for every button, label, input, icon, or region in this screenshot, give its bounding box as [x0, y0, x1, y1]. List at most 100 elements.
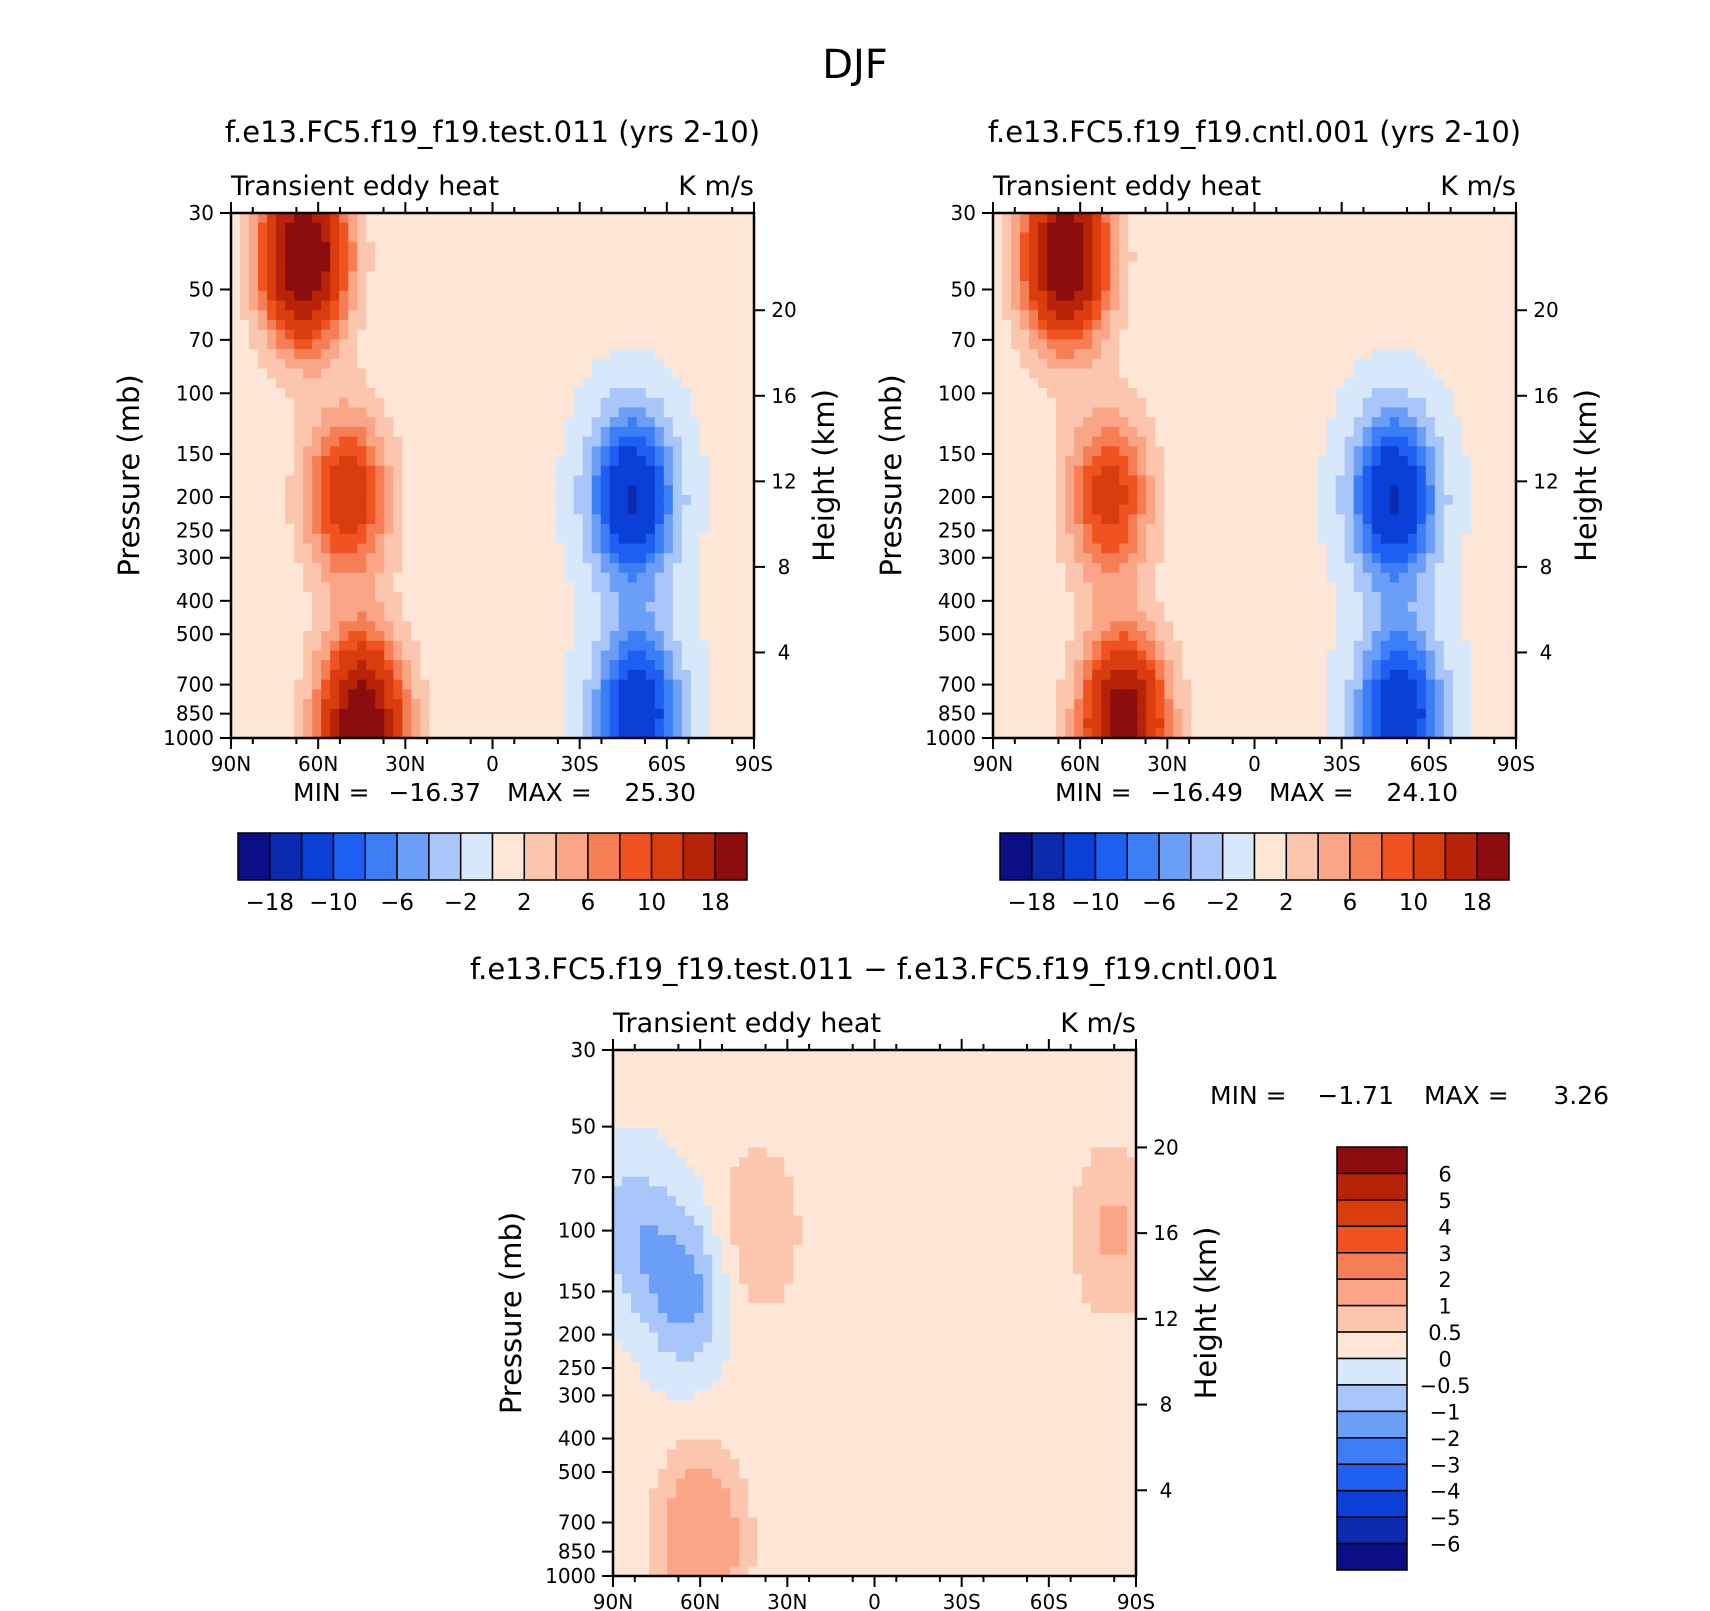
field-cell — [1101, 358, 1111, 370]
field-cell — [1227, 417, 1238, 428]
field-cell — [339, 592, 349, 603]
field-cell — [699, 553, 710, 564]
field-cell — [645, 533, 656, 545]
field-cell — [1407, 358, 1418, 370]
field-cell — [285, 601, 295, 613]
field-cell — [339, 290, 349, 302]
field-cell — [555, 475, 566, 486]
field-cell — [1218, 436, 1229, 447]
field-cell — [1164, 485, 1174, 496]
field-cell — [267, 621, 277, 632]
field-cell — [690, 339, 701, 350]
field-cell — [438, 213, 449, 224]
field-cell — [357, 524, 367, 535]
field-cell — [510, 563, 521, 574]
field-cell — [402, 621, 412, 632]
field-cell — [321, 640, 331, 652]
field-cell — [1497, 271, 1508, 282]
field-cell — [249, 465, 259, 477]
field-cell — [1218, 407, 1229, 418]
field-cell — [1038, 290, 1048, 302]
field-cell — [1380, 388, 1391, 399]
field-cell — [393, 650, 403, 661]
field-cell — [564, 514, 575, 525]
field-cell — [267, 660, 277, 671]
field-cell — [1164, 281, 1174, 292]
field-cell — [591, 339, 602, 350]
field-cell — [348, 679, 358, 690]
field-cell — [474, 436, 485, 447]
field-cell — [1416, 300, 1427, 311]
field-cell — [708, 485, 719, 496]
field-cell — [285, 222, 295, 234]
field-cell — [528, 708, 539, 720]
field-cell — [1380, 232, 1391, 243]
field-cell — [519, 397, 530, 409]
field-cell — [276, 456, 286, 467]
field-cell — [456, 650, 467, 661]
field-cell — [1308, 475, 1319, 486]
field-cell — [1434, 290, 1445, 302]
field-cell — [1137, 485, 1147, 496]
field-cell — [240, 407, 250, 418]
field-cell — [672, 222, 683, 234]
field-cell — [1389, 281, 1400, 292]
field-cell — [285, 378, 295, 389]
field-cell — [609, 689, 620, 700]
field-cell — [1353, 319, 1364, 331]
field-cell — [663, 572, 674, 584]
field-cell — [1389, 290, 1400, 302]
field-cell — [1227, 485, 1238, 496]
field-cell — [303, 251, 313, 263]
field-cell — [618, 524, 629, 535]
field-cell — [1137, 213, 1147, 224]
field-cell — [591, 514, 602, 525]
field-cell — [402, 504, 412, 515]
field-cell — [717, 475, 728, 486]
field-cell — [618, 660, 629, 671]
field-cell — [993, 349, 1003, 360]
field-cell — [348, 572, 358, 584]
field-cell — [285, 514, 295, 525]
field-cell — [456, 611, 467, 622]
field-cell — [993, 281, 1003, 292]
field-cell — [1200, 213, 1211, 224]
field-cell — [993, 417, 1003, 428]
field-cell — [1011, 368, 1021, 379]
field-cell — [240, 524, 250, 535]
field-cell — [564, 319, 575, 331]
field-cell — [411, 417, 421, 428]
field-cell — [1029, 251, 1039, 263]
x-tick-label: 30S — [561, 752, 599, 776]
field-cell — [483, 504, 494, 515]
field-cell — [1290, 358, 1301, 370]
field-cell — [1308, 271, 1319, 282]
field-cell — [465, 611, 476, 622]
field-cell — [303, 388, 313, 399]
field-cell — [1425, 446, 1436, 457]
field-cell — [573, 572, 584, 584]
field-cell — [321, 261, 331, 272]
field-cell — [993, 494, 1003, 506]
field-cell — [528, 368, 539, 379]
field-cell — [699, 368, 710, 379]
field-cell — [726, 232, 737, 243]
field-cell — [312, 728, 322, 739]
field-cell — [483, 718, 494, 729]
field-cell — [249, 251, 259, 263]
field-cell — [1371, 494, 1382, 506]
field-cell — [600, 669, 611, 681]
field-cell — [330, 553, 340, 564]
field-cell — [465, 339, 476, 350]
field-cell — [1452, 300, 1463, 311]
field-cell — [1281, 222, 1292, 234]
field-cell — [1308, 290, 1319, 302]
field-cell — [1452, 319, 1463, 331]
field-cell — [1389, 494, 1400, 506]
field-cell — [240, 543, 250, 554]
field-cell — [1443, 436, 1454, 447]
field-cell — [654, 533, 665, 545]
field-cell — [474, 388, 485, 399]
field-cell — [438, 718, 449, 729]
field-cell — [510, 611, 521, 622]
